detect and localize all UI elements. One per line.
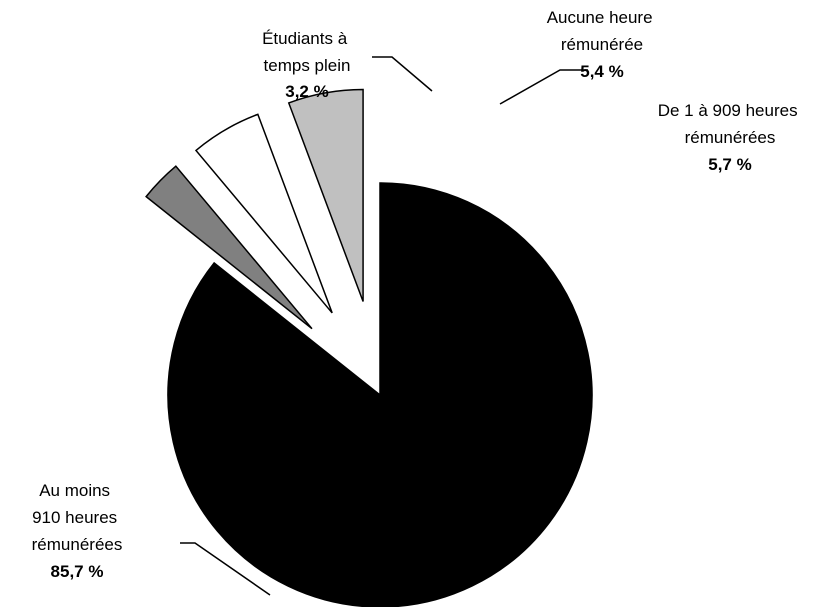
slice-value-au-moins-910: 85,7 % xyxy=(51,562,104,581)
slice-label-etudiants-line-2: temps plein xyxy=(264,56,351,75)
slice-value-aucune-heure: 5,4 % xyxy=(580,62,623,81)
slice-label-au-moins-910-line-1: Au moins xyxy=(39,481,110,500)
slice-label-aucune-heure-line-1: Aucune heure xyxy=(547,8,653,27)
pie-slice-1-a-909-heures xyxy=(287,88,364,302)
slice-label-1-a-909-line-1: De 1 à 909 heures xyxy=(658,101,798,120)
slice-label-etudiants: Étudiants à temps plein xyxy=(262,29,352,75)
slice-label-au-moins-910: Au moins 910 heures rémunérées xyxy=(32,481,123,554)
slice-label-aucune-heure: Aucune heure rémunérée xyxy=(547,8,658,54)
slice-value-1-a-909: 5,7 % xyxy=(708,155,751,174)
slice-label-aucune-heure-line-2: rémunérée xyxy=(561,35,643,54)
leader-line-etudiants xyxy=(372,56,433,92)
pie-slice-au-moins-910-heures xyxy=(167,182,593,607)
slice-value-etudiants: 3,2 % xyxy=(285,82,328,101)
slice-label-1-a-909: De 1 à 909 heures rémunérées xyxy=(658,101,803,147)
slice-label-au-moins-910-line-2: 910 heures xyxy=(32,508,117,527)
slice-label-au-moins-910-line-3: rémunérées xyxy=(32,535,123,554)
leader-line-aucune-heure xyxy=(499,69,588,105)
pie-slice-aucune-heure xyxy=(194,113,333,314)
slice-label-etudiants-line-1: Étudiants à xyxy=(262,29,348,48)
leader-line-au-moins-910 xyxy=(180,542,271,596)
pie-slice-etudiants-temps-plein xyxy=(145,165,313,330)
slice-label-1-a-909-line-2: rémunérées xyxy=(685,128,776,147)
